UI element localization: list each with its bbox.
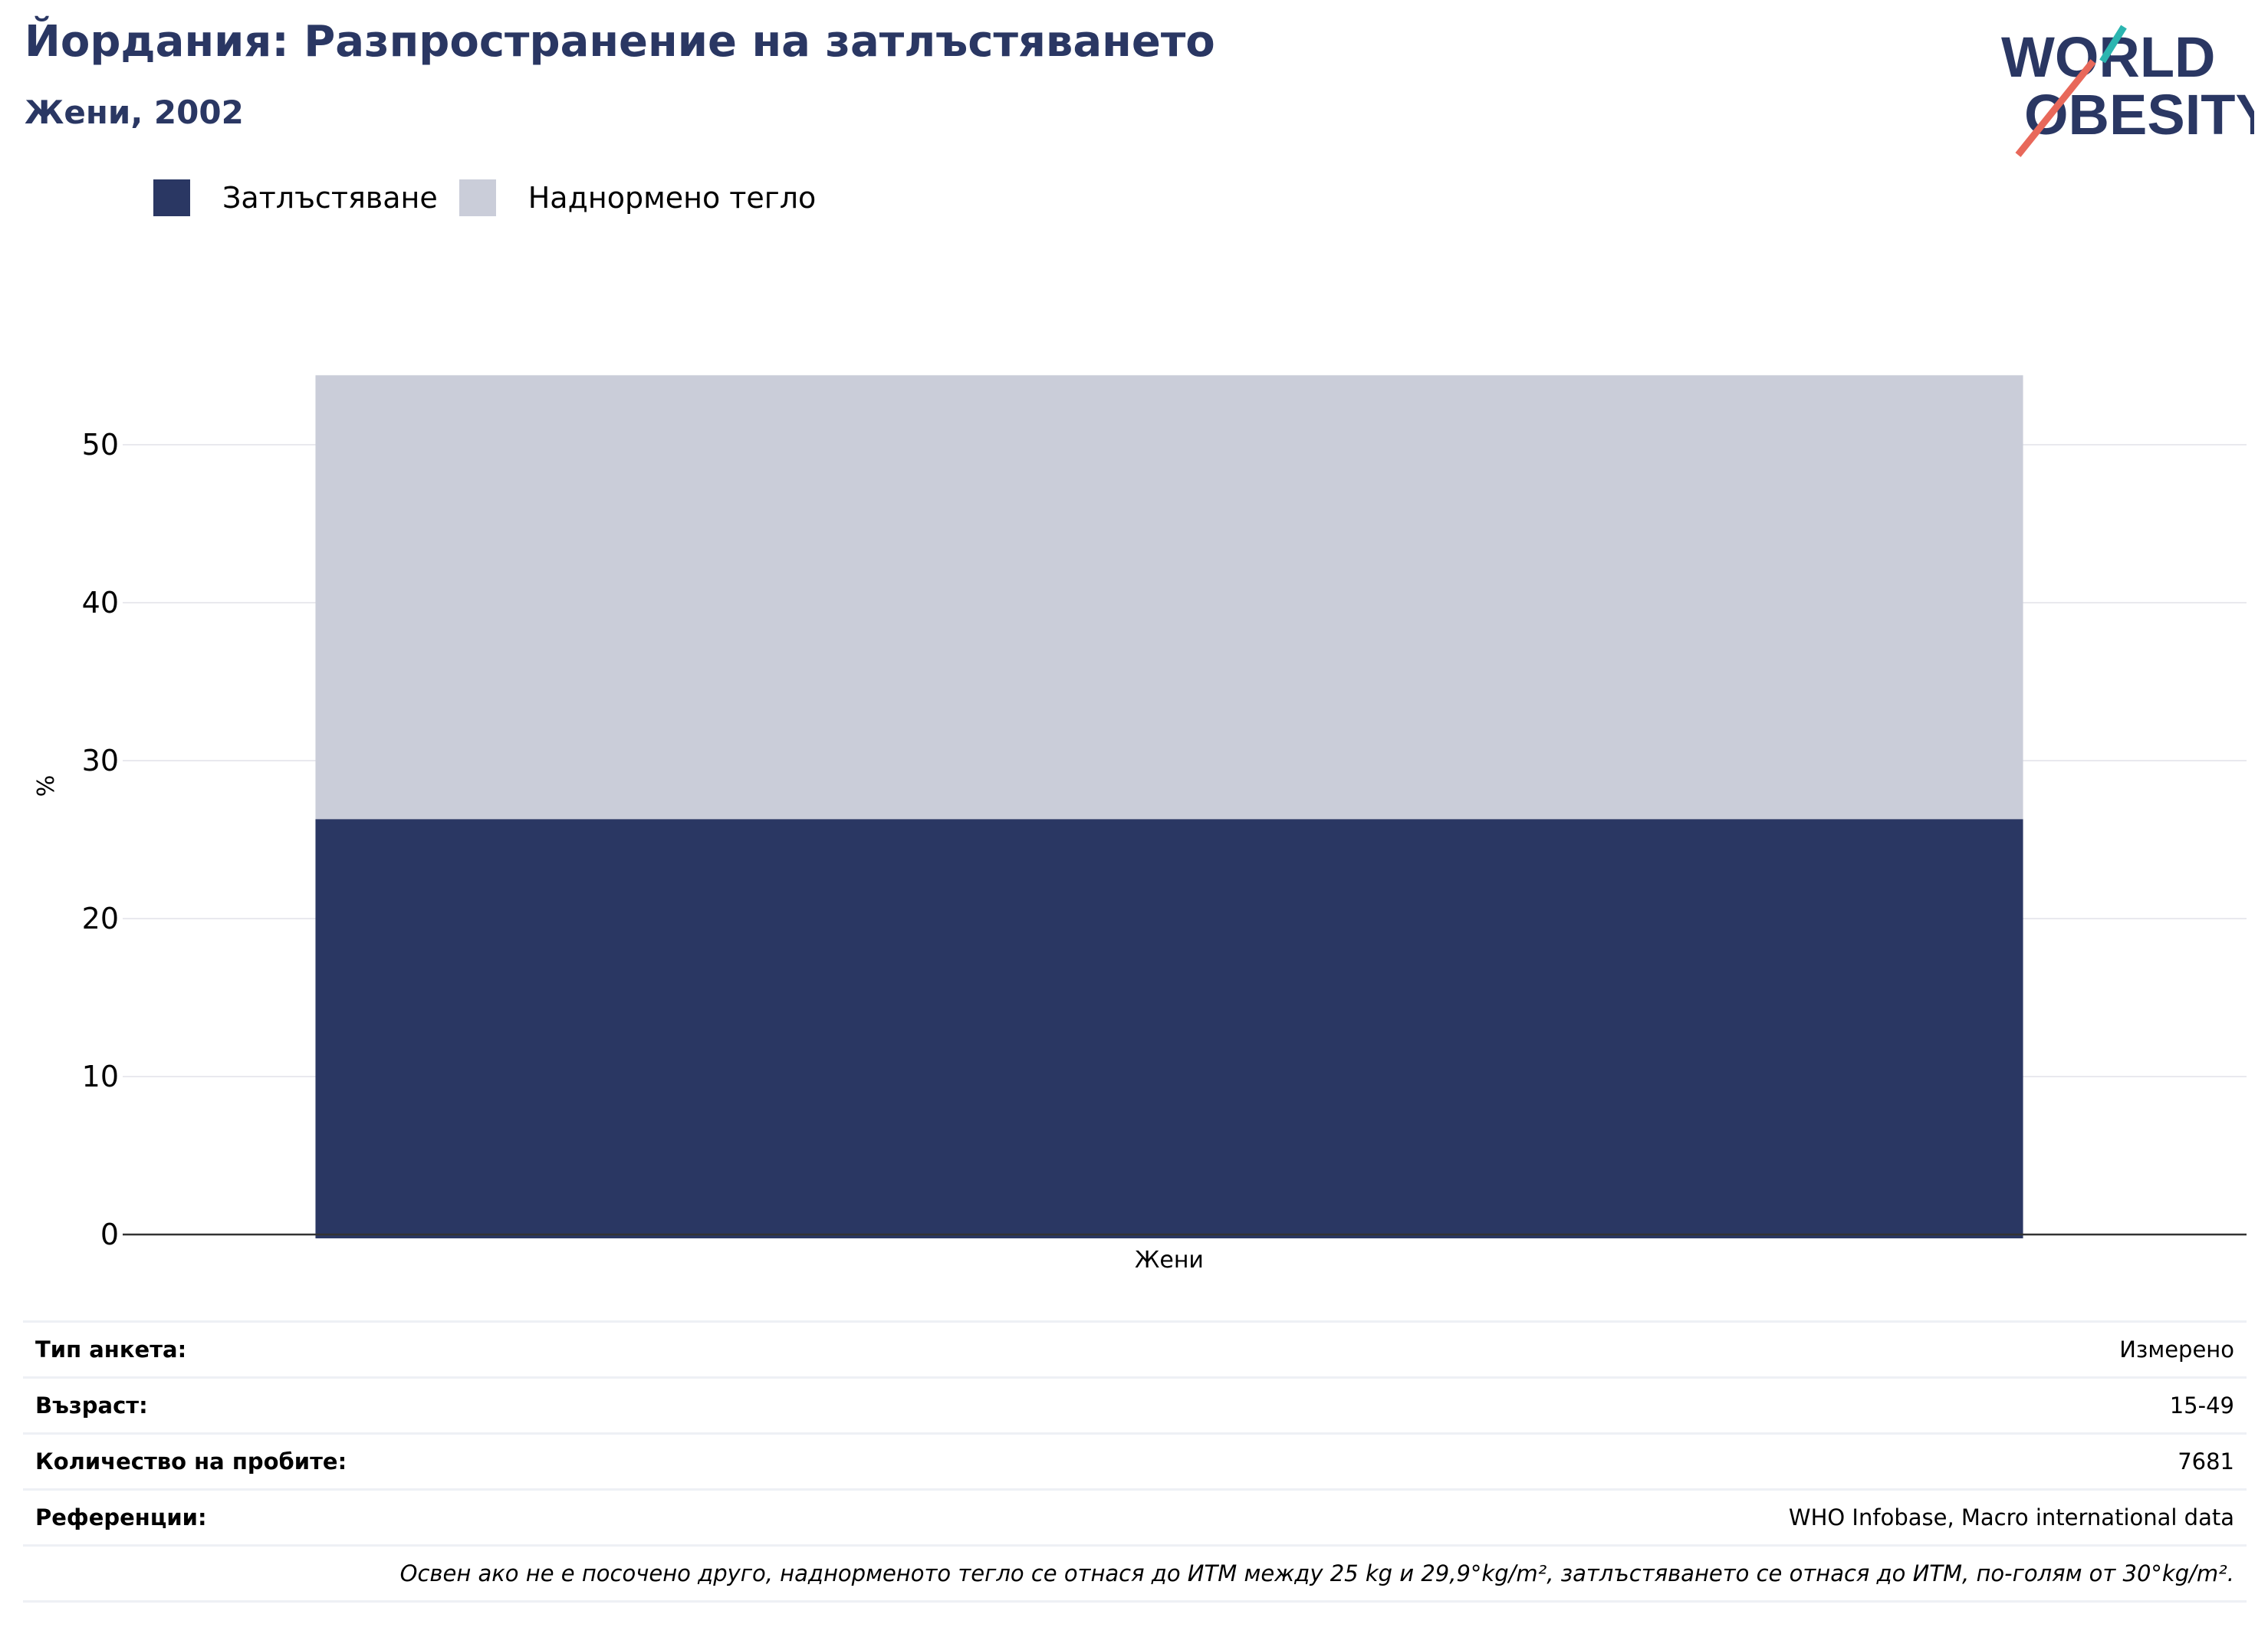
- definition-note: Освен ако не е посочено друго, наднормен…: [23, 1544, 2247, 1603]
- info-label: Тип анкета:: [35, 1336, 187, 1363]
- bar-segment: [315, 375, 2023, 820]
- info-row-survey-type: Тип анкета: Измерено: [23, 1320, 2247, 1376]
- x-tick-labels: Жени: [1135, 1247, 1204, 1274]
- info-value: 15-49: [2169, 1392, 2234, 1419]
- bar-segment: [315, 819, 2023, 1238]
- y-tick-label: 0: [100, 1218, 119, 1251]
- info-value: 7681: [2178, 1448, 2234, 1475]
- chart-legend: Затлъстяване Наднормено тегло: [153, 176, 837, 219]
- chart-subtitle: Жени, 2002: [25, 94, 244, 131]
- logo-line2: OBESITY: [2024, 83, 2254, 146]
- info-value: WHO Infobase, Macro international data: [1788, 1504, 2234, 1530]
- legend-item-obesity[interactable]: Затлъстяване: [153, 179, 438, 216]
- legend-swatch-overweight: [459, 179, 496, 216]
- legend-label-overweight: Наднормено тегло: [528, 181, 817, 215]
- info-label: Количество на пробите:: [35, 1448, 347, 1475]
- info-row-age: Възраст: 15-49: [23, 1376, 2247, 1432]
- y-tick-label: 40: [82, 586, 119, 620]
- legend-item-overweight[interactable]: Наднормено тегло: [459, 179, 817, 216]
- logo-slash-teal: [2099, 25, 2127, 64]
- y-tick-label: 50: [82, 428, 119, 462]
- info-label: Възраст:: [35, 1392, 148, 1419]
- chart-title: Йордания: Разпространение на затлъстяван…: [25, 17, 1215, 67]
- world-obesity-logo: WORLD OBESITY: [2001, 25, 2254, 157]
- y-axis-label: %: [33, 775, 60, 797]
- info-value: Измерено: [2119, 1336, 2234, 1363]
- logo-slash-red: [2015, 59, 2096, 157]
- y-tick-labels: 0 10 20 30 40 50: [82, 428, 119, 1251]
- note-text: Освен ако не е посочено друго, наднормен…: [399, 1560, 2234, 1586]
- x-tick-label: Жени: [1135, 1247, 1204, 1274]
- legend-label-obesity: Затлъстяване: [222, 181, 438, 215]
- legend-swatch-obesity: [153, 179, 190, 216]
- bar-chart: 0 10 20 30 40 50 Жени %: [33, 375, 2247, 1274]
- y-tick-label: 10: [82, 1060, 119, 1093]
- info-row-references: Референции: WHO Infobase, Macro internat…: [23, 1488, 2247, 1544]
- info-row-sample-size: Количество на пробите: 7681: [23, 1432, 2247, 1488]
- y-tick-label: 20: [82, 902, 119, 935]
- info-label: Референции:: [35, 1504, 207, 1530]
- survey-info-table: Тип анкета: Измерено Възраст: 15-49 Коли…: [23, 1320, 2247, 1603]
- y-tick-label: 30: [82, 744, 119, 778]
- bars: [315, 375, 2023, 1238]
